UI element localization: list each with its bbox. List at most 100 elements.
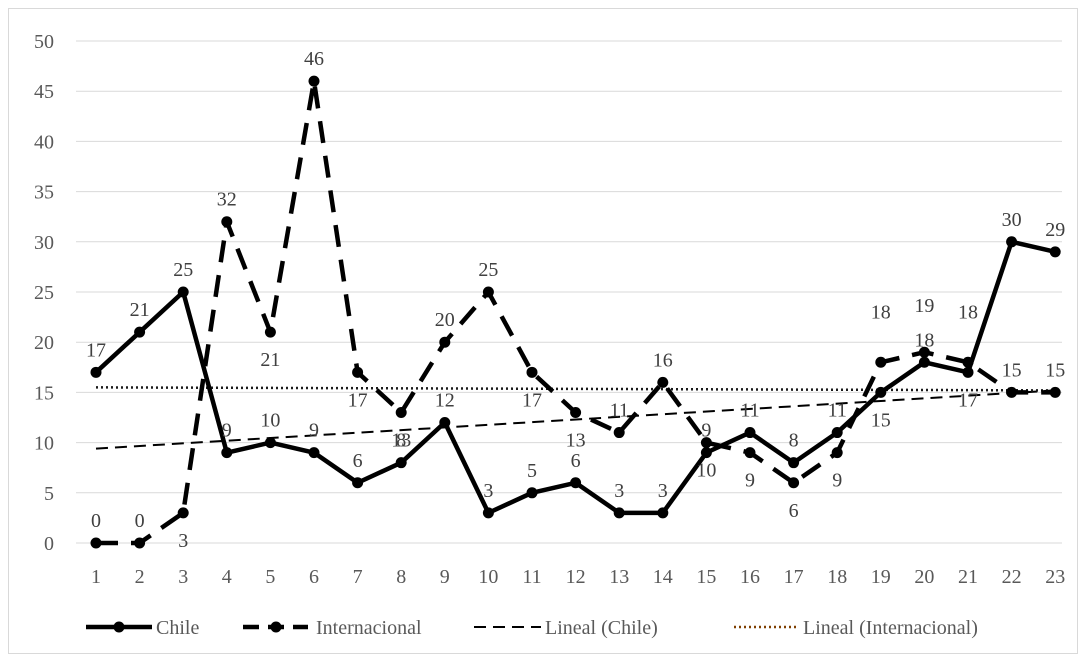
x-tick-label: 13 bbox=[609, 566, 629, 588]
y-tick-label: 5 bbox=[44, 483, 54, 505]
point-chile bbox=[90, 366, 102, 378]
x-tick-label: 22 bbox=[1002, 566, 1022, 588]
trendline-internacional bbox=[95, 386, 1056, 392]
data-label-internacional: 13 bbox=[566, 429, 586, 451]
series-line-chile bbox=[94, 239, 1056, 516]
point-internacional bbox=[308, 75, 320, 87]
x-tick-label: 23 bbox=[1045, 566, 1065, 588]
x-tick-label: 10 bbox=[478, 566, 498, 588]
point-chile bbox=[134, 326, 146, 338]
data-label-chile: 6 bbox=[571, 450, 581, 472]
data-label-internacional: 19 bbox=[914, 295, 934, 317]
point-chile bbox=[613, 507, 625, 519]
point-internacional bbox=[831, 447, 843, 459]
y-tick-label: 15 bbox=[34, 382, 54, 404]
point-internacional bbox=[918, 346, 930, 358]
point-chile bbox=[831, 427, 843, 439]
series bbox=[90, 75, 1061, 549]
point-chile bbox=[352, 477, 364, 489]
data-label-chile: 8 bbox=[789, 430, 799, 452]
point-chile bbox=[918, 356, 930, 368]
data-label-chile: 3 bbox=[658, 480, 668, 502]
data-label-chile: 29 bbox=[1045, 219, 1065, 241]
x-tick-label: 19 bbox=[871, 566, 891, 588]
data-label-internacional: 15 bbox=[1045, 359, 1065, 381]
data-label-internacional: 18 bbox=[871, 301, 891, 323]
x-tick-label: 5 bbox=[265, 566, 275, 588]
y-tick-label: 45 bbox=[34, 81, 54, 103]
point-internacional bbox=[439, 336, 451, 348]
data-label-internacional: 46 bbox=[304, 48, 324, 70]
y-tick-label: 30 bbox=[34, 232, 54, 254]
data-label-chile: 9 bbox=[309, 420, 319, 442]
data-label-chile: 21 bbox=[130, 299, 150, 321]
x-tick-label: 2 bbox=[135, 566, 145, 588]
legend-label-lineal-chile: Lineal (Chile) bbox=[545, 617, 658, 639]
data-label-chile: 9 bbox=[701, 420, 711, 442]
data-label-internacional: 0 bbox=[135, 510, 145, 532]
point-chile bbox=[1049, 246, 1061, 258]
data-label-chile: 3 bbox=[483, 480, 493, 502]
x-tick-label: 12 bbox=[566, 566, 586, 588]
y-tick-label: 25 bbox=[34, 282, 54, 304]
data-label-chile: 12 bbox=[435, 390, 455, 412]
point-chile bbox=[700, 447, 712, 459]
legend-marker-chile bbox=[113, 621, 125, 633]
data-label-internacional: 17 bbox=[522, 389, 542, 411]
point-internacional bbox=[264, 326, 276, 338]
data-label-internacional: 32 bbox=[217, 189, 237, 211]
point-chile bbox=[221, 447, 233, 459]
point-chile bbox=[482, 507, 494, 519]
point-internacional bbox=[221, 216, 233, 228]
x-tick-label: 16 bbox=[740, 566, 760, 588]
data-label-chile: 17 bbox=[958, 389, 978, 411]
data-label-chile: 17 bbox=[86, 339, 106, 361]
point-chile bbox=[788, 457, 800, 469]
y-tick-label: 10 bbox=[34, 433, 54, 455]
data-label-internacional: 9 bbox=[832, 470, 842, 492]
data-label-chile: 8 bbox=[396, 430, 406, 452]
point-chile bbox=[657, 507, 669, 519]
data-label-internacional: 11 bbox=[610, 400, 629, 422]
data-label-chile: 10 bbox=[260, 410, 280, 432]
data-label-internacional: 17 bbox=[348, 389, 368, 411]
x-tick-label: 15 bbox=[696, 566, 716, 588]
point-chile bbox=[264, 437, 276, 449]
data-label-chile: 18 bbox=[914, 329, 934, 351]
point-internacional bbox=[700, 437, 712, 449]
data-label-internacional: 6 bbox=[789, 500, 799, 522]
data-label-internacional: 16 bbox=[653, 349, 673, 371]
data-label-chile: 5 bbox=[527, 460, 537, 482]
x-tick-label: 6 bbox=[309, 566, 319, 588]
x-tick-label: 21 bbox=[958, 566, 978, 588]
point-internacional bbox=[134, 537, 146, 549]
point-internacional bbox=[1006, 386, 1018, 398]
data-label-chile: 15 bbox=[871, 409, 891, 431]
x-tick-label: 18 bbox=[827, 566, 847, 588]
x-tick-label: 20 bbox=[914, 566, 934, 588]
data-label-internacional: 3 bbox=[178, 530, 188, 552]
point-internacional bbox=[482, 286, 494, 298]
trendlines bbox=[95, 386, 1056, 450]
data-label-chile: 3 bbox=[614, 480, 624, 502]
point-internacional bbox=[526, 366, 538, 378]
x-tick-label: 3 bbox=[178, 566, 188, 588]
point-chile bbox=[439, 417, 451, 429]
data-label-chile: 9 bbox=[222, 420, 232, 442]
data-label-internacional: 10 bbox=[696, 460, 716, 482]
y-tick-label: 50 bbox=[34, 31, 54, 53]
data-label-chile: 11 bbox=[740, 400, 759, 422]
data-label-chile: 30 bbox=[1002, 209, 1022, 231]
data-label-internacional: 0 bbox=[91, 510, 101, 532]
point-internacional bbox=[352, 366, 364, 378]
y-tick-label: 35 bbox=[34, 182, 54, 204]
point-internacional bbox=[962, 356, 974, 368]
data-label-internacional: 13 bbox=[391, 429, 411, 451]
y-tick-label: 40 bbox=[34, 131, 54, 153]
x-tick-label: 7 bbox=[353, 566, 363, 588]
point-chile bbox=[962, 366, 974, 378]
point-internacional bbox=[875, 356, 887, 368]
data-label-internacional: 25 bbox=[478, 259, 498, 281]
data-label-chile: 25 bbox=[173, 259, 193, 281]
